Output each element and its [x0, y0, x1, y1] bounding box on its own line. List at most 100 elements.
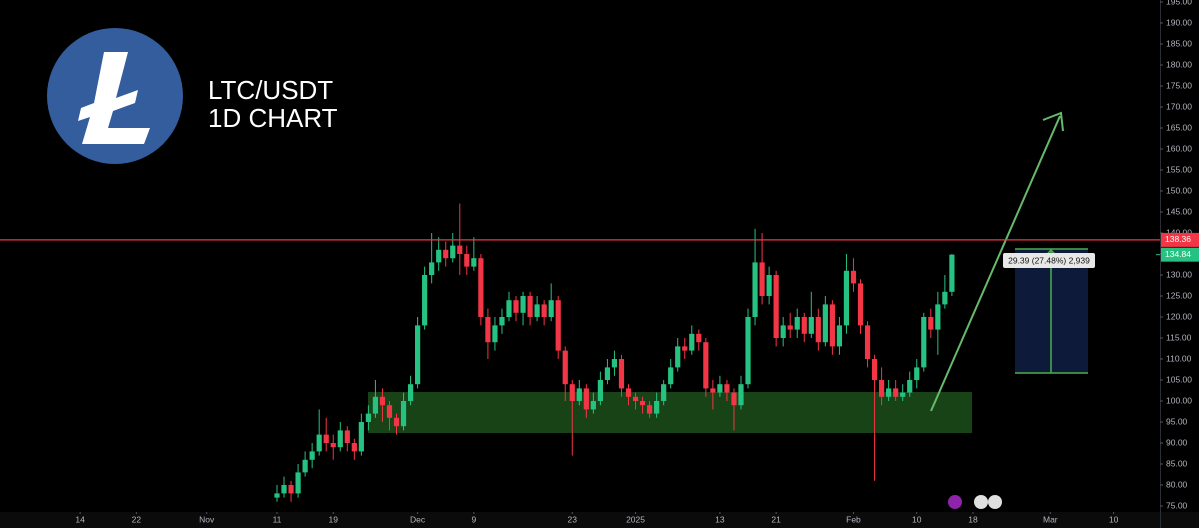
x-tick-label: 23: [568, 514, 578, 524]
candle-body: [555, 300, 561, 351]
candle-body: [330, 443, 336, 448]
support-zone: [368, 392, 972, 433]
candle-body: [344, 430, 350, 443]
candle-body: [618, 359, 625, 389]
candle-body: [625, 388, 632, 397]
projection-arrow: [930, 115, 1061, 412]
candle-body: [710, 388, 716, 393]
y-tick-label: 125.00: [1166, 290, 1192, 300]
candle-body: [864, 325, 871, 359]
candle-body: [682, 346, 688, 351]
time-axis-strip: [0, 512, 1199, 528]
y-tick-label: 155.00: [1166, 164, 1192, 174]
y-tick-label: 145.00: [1166, 206, 1192, 216]
candle-body: [632, 396, 639, 401]
x-tick-label: 10: [912, 514, 922, 524]
candle-body: [843, 270, 850, 326]
candle-body: [513, 300, 519, 313]
y-tick-label: 80.00: [1166, 479, 1188, 489]
y-tick-label: 105.00: [1166, 374, 1192, 384]
candle-body: [422, 275, 428, 326]
candles: [274, 203, 955, 502]
y-tick-label: 75.00: [1166, 500, 1188, 510]
candle-body: [478, 258, 484, 317]
candle-body: [696, 333, 702, 343]
candle-body: [569, 384, 575, 401]
candle-body: [900, 392, 906, 397]
last-price-tag: [1161, 247, 1199, 262]
candle-body: [752, 262, 758, 317]
candle-body: [724, 384, 730, 393]
x-tick-label: 13: [715, 514, 725, 524]
price-line-label: 138.36: [1165, 234, 1191, 244]
y-tick-label: 190.00: [1166, 17, 1192, 27]
candle-body: [815, 317, 821, 343]
candle-body: [379, 396, 386, 406]
candle-body: [590, 401, 596, 410]
candle-body: [773, 275, 779, 338]
y-tick-label: 85.00: [1166, 458, 1188, 468]
measure-label: 29.39 (27.48%) 2,939: [1008, 255, 1090, 265]
candle-body: [520, 296, 526, 313]
candle-body: [415, 325, 421, 385]
candle-body: [661, 384, 667, 401]
candle-body: [450, 245, 456, 259]
candle-body: [745, 317, 751, 385]
event-icon: [948, 495, 962, 509]
candle-body: [949, 254, 955, 292]
candle-body: [436, 249, 442, 263]
y-tick-label: 90.00: [1166, 437, 1188, 447]
event-icon: [988, 495, 1002, 509]
y-tick-label: 185.00: [1166, 38, 1192, 48]
candle-body: [907, 380, 913, 393]
candle-body: [485, 317, 491, 343]
logo-mark: [78, 52, 150, 144]
candle-body: [928, 317, 934, 330]
x-tick-label: 2025: [626, 514, 645, 524]
x-tick-label: Nov: [199, 514, 215, 524]
candle-body: [527, 296, 533, 317]
candle-body: [316, 434, 322, 452]
y-tick-label: 170.00: [1166, 101, 1192, 111]
y-tick-label: 130.00: [1166, 269, 1192, 279]
candle-body: [457, 245, 463, 254]
candle-body: [794, 317, 800, 330]
candle-body: [604, 367, 611, 380]
candle-body: [358, 422, 364, 452]
candle-body: [393, 417, 400, 427]
candle-body: [274, 493, 280, 498]
y-tick-label: 140.00: [1166, 227, 1192, 237]
y-tick-label: 150.00: [1166, 185, 1192, 195]
candle-body: [464, 254, 470, 267]
candle-body: [281, 485, 287, 494]
y-tick-label: 110.00: [1166, 353, 1192, 363]
y-tick-label: 100.00: [1166, 395, 1192, 405]
x-tick-label: 22: [132, 514, 142, 524]
candle-body: [492, 325, 498, 343]
event-icon: [974, 495, 988, 509]
x-tick-label: 18: [968, 514, 978, 524]
candle-body: [668, 367, 674, 385]
candle-body: [323, 434, 329, 443]
candle-body: [611, 359, 618, 368]
candle-body: [935, 304, 941, 330]
x-tick-label: 11: [273, 514, 282, 524]
projection-arrow-head: [1042, 111, 1064, 132]
x-tick-label: Dec: [410, 514, 426, 524]
y-tick-label: 180.00: [1166, 59, 1192, 69]
candle-body: [400, 401, 407, 427]
candle-body: [836, 325, 843, 347]
candle-body: [731, 392, 737, 406]
candle-body: [534, 304, 540, 317]
y-tick-label: 175.00: [1166, 80, 1192, 90]
x-tick-label: 14: [75, 514, 85, 524]
x-tick-label: Feb: [846, 514, 861, 524]
candle-body: [576, 388, 582, 401]
candle-body: [703, 342, 709, 389]
candle-body: [766, 275, 772, 296]
candle-body: [738, 384, 744, 406]
candle-body: [372, 396, 379, 414]
candle-body: [337, 430, 343, 448]
